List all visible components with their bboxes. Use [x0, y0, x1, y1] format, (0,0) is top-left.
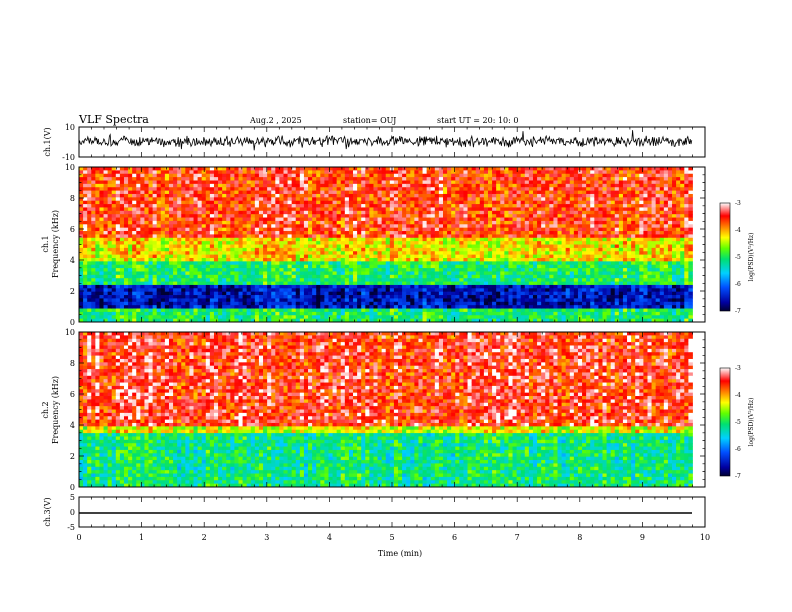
ch3-ytick-m5: -5	[67, 523, 75, 532]
ch3-ytick-0: 0	[70, 508, 75, 517]
ch2-freq-tick-6: 6	[70, 390, 75, 399]
ch1-ytick-bottom: -10	[62, 153, 75, 162]
ch1-freq-ylabel-b: Frequency (kHz)	[51, 210, 60, 278]
ch1-cb-tick-m3: -3	[735, 200, 741, 207]
ch1-freq-ylabel-a: ch.1	[41, 235, 50, 252]
ch2-cb-tick-m4: -4	[735, 392, 741, 399]
ch2-cb-tick-m3: -3	[735, 365, 741, 372]
time-axis-label: Time (min)	[378, 549, 422, 558]
time-axis-labels: 0 1 2 3 4 5 6 7 8 9 10 Time (min)	[76, 533, 710, 558]
ch1-cb-tick-m4: -4	[735, 227, 741, 234]
xtick-2: 2	[202, 533, 207, 542]
ch1-freq-tick-8: 8	[70, 194, 75, 203]
ch2-freq-ylabel-b: Frequency (kHz)	[51, 376, 60, 444]
xtick-1: 1	[139, 533, 144, 542]
xtick-10: 10	[700, 533, 710, 542]
ch2-freq-tick-8: 8	[70, 359, 75, 368]
ch3-ytick-5: 5	[70, 493, 75, 502]
date-label: Aug.2 , 2025	[249, 116, 302, 125]
figure-title: VLF Spectra	[78, 113, 149, 126]
ch1-freq-tick-2: 2	[70, 287, 75, 296]
station-label: station= OUJ	[343, 116, 396, 125]
ch1-cb-tick-m5: -5	[735, 254, 741, 261]
xtick-9: 9	[640, 533, 645, 542]
ch1-freq-tick-0: 0	[70, 318, 75, 327]
ch2-colorbar	[719, 367, 731, 477]
xtick-8: 8	[577, 533, 582, 542]
ch2-colorbar-label: log(PSD)(V²/Hz)	[748, 398, 755, 447]
ch1-ylabel: ch.1(V)	[43, 127, 52, 156]
ch2-cb-tick-m7: -7	[735, 473, 741, 480]
ch1-cb-tick-m7: -7	[735, 308, 741, 315]
ch2-freq-ylabel-a: ch.2	[41, 401, 50, 418]
xtick-6: 6	[452, 533, 457, 542]
xtick-0: 0	[76, 533, 81, 542]
xtick-4: 4	[327, 533, 332, 542]
ch1-ytick-top: 10	[65, 123, 75, 132]
ch2-freq-tick-4: 4	[70, 421, 75, 430]
ch1-waveform-panel: 10 -10 ch.1(V)	[43, 123, 706, 162]
ch2-spectrogram-image	[79, 332, 705, 487]
ch1-waveform-trace	[78, 130, 693, 151]
ch2-freq-tick-0: 0	[70, 483, 75, 492]
xtick-5: 5	[389, 533, 394, 542]
axis-ticks	[78, 127, 706, 527]
ch2-cb-tick-m5: -5	[735, 419, 741, 426]
ch3-ylabel: ch.3(V)	[43, 497, 52, 526]
ch2-cb-tick-m6: -6	[735, 446, 741, 453]
start-time-label: start UT = 20: 10: 0	[437, 116, 518, 125]
ch1-freq-tick-10: 10	[65, 163, 75, 172]
ch2-freq-tick-10: 10	[65, 328, 75, 337]
ch1-cb-tick-m6: -6	[735, 281, 741, 288]
ch3-waveform-panel: 5 0 -5 ch.3(V)	[43, 493, 706, 532]
ch1-freq-tick-4: 4	[70, 256, 75, 265]
ch1-spectrogram-image	[79, 167, 705, 322]
ch2-spectrogram-panel: 10 8 6 4 2 0 ch.2 Frequency (kHz) -3 -4 …	[41, 328, 755, 492]
ch2-freq-tick-2: 2	[70, 452, 75, 461]
xtick-3: 3	[264, 533, 269, 542]
ch1-freq-tick-6: 6	[70, 225, 75, 234]
ch1-colorbar-label: log(PSD)(V²/Hz)	[748, 233, 755, 282]
tick-marks	[78, 127, 706, 527]
ch1-colorbar	[719, 202, 731, 312]
ch1-spectrogram-panel: 10 8 6 4 2 0 ch.1 Frequency (kHz) -3 -4 …	[41, 163, 755, 327]
xtick-7: 7	[515, 533, 520, 542]
